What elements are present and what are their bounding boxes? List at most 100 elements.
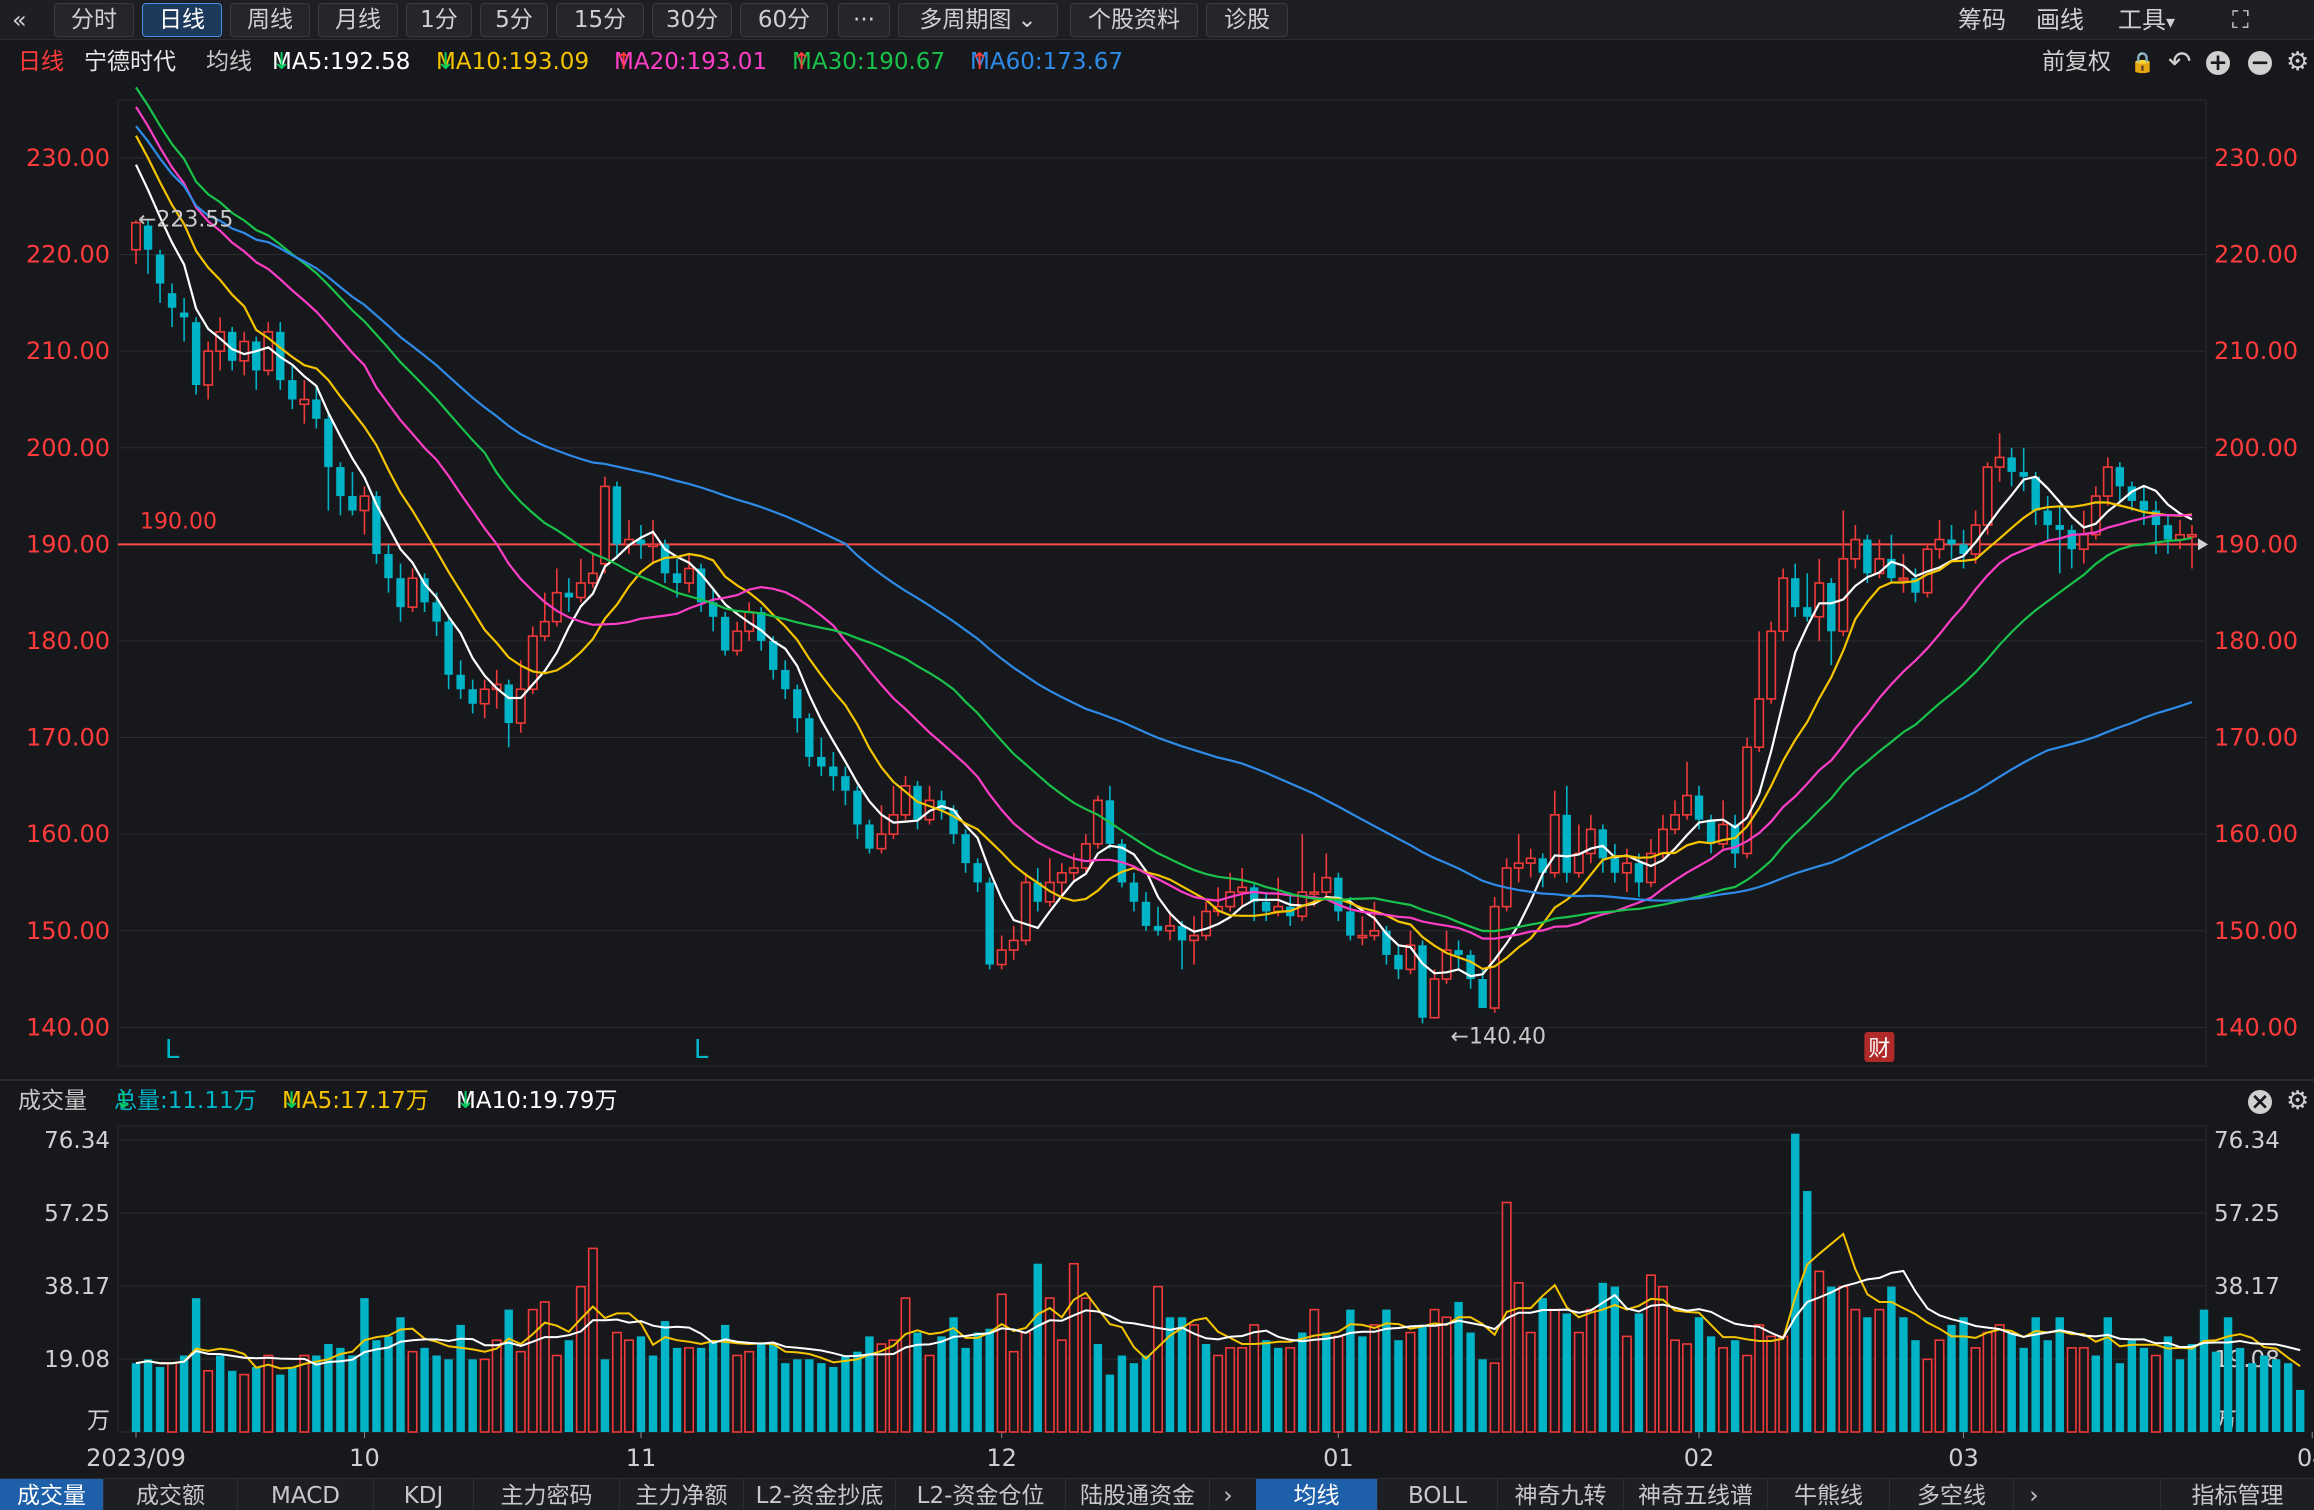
candle-body bbox=[1621, 862, 1632, 874]
volume-bar bbox=[781, 1363, 790, 1432]
period-button-label: ··· bbox=[853, 7, 875, 33]
indicator-tab-7[interactable]: L2-资金仓位 bbox=[896, 1479, 1066, 1510]
candle-body bbox=[1525, 857, 1536, 864]
candle-body bbox=[2043, 510, 2052, 526]
volume-settings-icon[interactable]: ⚙ bbox=[2286, 1086, 2310, 1116]
volume-bar bbox=[1598, 1282, 1608, 1432]
overlay-tab-3[interactable]: 神奇五线谱 bbox=[1624, 1479, 1768, 1510]
zoom-out-icon[interactable]: − bbox=[2248, 44, 2272, 80]
overlay-tab-1[interactable]: BOLL bbox=[1378, 1479, 1498, 1510]
financial-report-badge[interactable] bbox=[1864, 1032, 1895, 1062]
zoom-in-icon[interactable]: + bbox=[2206, 44, 2230, 80]
period-button-monthly[interactable]: 月线 bbox=[318, 3, 398, 37]
overlay-tab-2[interactable]: 神奇九转 bbox=[1498, 1479, 1624, 1510]
volume-close-icon[interactable]: × bbox=[2248, 1083, 2272, 1119]
chips-button[interactable]: 筹码 bbox=[1958, 6, 2006, 34]
volume-bar bbox=[179, 1355, 189, 1432]
indicator-tab-2[interactable]: MACD bbox=[238, 1479, 374, 1510]
volume-bar bbox=[191, 1298, 201, 1432]
candle-body bbox=[1814, 582, 1825, 618]
x-axis-label: 2023/09 bbox=[86, 1444, 186, 1472]
zoom-out-glyph: − bbox=[2248, 50, 2272, 75]
volume-bar bbox=[2019, 1347, 2028, 1432]
fullscreen-icon[interactable]: ⛶ bbox=[2232, 6, 2249, 34]
volume-bar bbox=[793, 1359, 802, 1432]
volume-bar bbox=[1742, 1354, 1753, 1433]
period-button-60min[interactable]: 60分 bbox=[740, 3, 828, 37]
candle-body bbox=[1454, 950, 1463, 955]
candle-body bbox=[757, 611, 766, 641]
chevron-down-icon: ⌄ bbox=[1017, 7, 1037, 33]
indicator-tab-8[interactable]: 陆股通资金 bbox=[1066, 1479, 1210, 1510]
candle-body bbox=[1682, 794, 1693, 816]
indicator-tab-6[interactable]: L2-资金抄底 bbox=[744, 1479, 896, 1510]
candle-body bbox=[1657, 828, 1668, 855]
period-button-1min[interactable]: 1分 bbox=[406, 3, 472, 37]
candle-body bbox=[551, 591, 562, 623]
candle-body bbox=[1321, 876, 1332, 893]
volume-bar bbox=[1213, 1354, 1224, 1433]
candle-body bbox=[1309, 891, 1320, 895]
price-tick-right: 190.00 bbox=[2214, 530, 2298, 558]
period-button-daily[interactable]: 日线 bbox=[142, 3, 222, 37]
candle-body bbox=[299, 398, 310, 406]
tabs-left-chevron[interactable]: › bbox=[1223, 1483, 1233, 1509]
candle-body bbox=[252, 341, 261, 371]
period-button-multi-period[interactable]: 多周期图 ⌄ bbox=[898, 3, 1058, 37]
draw-line-button[interactable]: 画线 bbox=[2036, 6, 2084, 34]
candle-body bbox=[829, 766, 838, 777]
kline-chart[interactable]: 230.00 230.00 220.00 220.00 210.00 210.00 200.… bbox=[0, 0, 2314, 1478]
ma5-arrow: ↓ bbox=[272, 49, 292, 75]
volume-bar bbox=[829, 1366, 838, 1432]
candle-body bbox=[2115, 467, 2125, 487]
candle-body bbox=[1346, 911, 1355, 936]
period-button-timeshare[interactable]: 分时 bbox=[54, 3, 134, 37]
volume-bar bbox=[1863, 1317, 1872, 1432]
indicator-tab-1[interactable]: 成交额 bbox=[104, 1479, 238, 1510]
indicator-management-button[interactable]: 指标管理 bbox=[2160, 1479, 2314, 1510]
candle-body bbox=[720, 616, 730, 651]
period-button-weekly[interactable]: 周线 bbox=[230, 3, 310, 37]
indicator-tab-0[interactable]: 成交量 bbox=[0, 1479, 104, 1510]
indicator-tab-5[interactable]: 主力净额 bbox=[620, 1479, 744, 1510]
period-button-stock-profile[interactable]: 个股资料 bbox=[1070, 3, 1198, 37]
volume-bar bbox=[564, 1340, 574, 1432]
lock-icon[interactable]: 🔒 bbox=[2130, 50, 2155, 74]
volume-bar bbox=[949, 1317, 958, 1432]
volume-bar bbox=[1152, 1285, 1163, 1433]
volume-bar bbox=[239, 1373, 250, 1433]
candle-body bbox=[1249, 887, 1259, 902]
period-button-more[interactable]: ··· bbox=[838, 3, 890, 37]
candle-body bbox=[1898, 577, 1909, 581]
period-button-30min[interactable]: 30分 bbox=[652, 3, 732, 37]
candle-body bbox=[1718, 823, 1729, 845]
period-button-diagnosis[interactable]: 诊股 bbox=[1206, 3, 1288, 37]
period-button-5min[interactable]: 5分 bbox=[480, 3, 548, 37]
overlay-tab-4[interactable]: 牛熊线 bbox=[1768, 1479, 1890, 1510]
overlay-tab-0[interactable]: 均线 bbox=[1256, 1479, 1378, 1510]
volume-bar bbox=[696, 1347, 706, 1432]
back-icon[interactable]: « bbox=[12, 6, 27, 34]
price-tick-left: 220.00 bbox=[26, 241, 110, 269]
tabs-right-chevron[interactable]: › bbox=[2029, 1483, 2039, 1509]
volume-bar bbox=[2259, 1355, 2269, 1432]
candle-body bbox=[407, 577, 418, 608]
candle-body bbox=[1850, 538, 1861, 560]
overlay-tab-5[interactable]: 多空线 bbox=[1890, 1479, 2014, 1510]
indicator-tab-4[interactable]: 主力密码 bbox=[474, 1479, 620, 1510]
candle-body bbox=[372, 496, 381, 555]
volume-bar bbox=[2150, 1354, 2161, 1433]
candle-body bbox=[888, 814, 899, 835]
volume-bar bbox=[1621, 1335, 1632, 1433]
tools-button[interactable]: 工具▾ bbox=[2118, 2, 2175, 38]
x-axis-label: 01 bbox=[1323, 1444, 1354, 1472]
settings-icon[interactable]: ⚙ bbox=[2286, 47, 2310, 77]
candle-body bbox=[1489, 905, 1500, 1009]
period-button-15min[interactable]: 15分 bbox=[556, 3, 644, 37]
volume-bar bbox=[1394, 1340, 1403, 1432]
undo-icon[interactable]: ↶ bbox=[2168, 45, 2192, 78]
adjust-button[interactable]: 前复权 bbox=[2042, 49, 2111, 75]
volume-bar bbox=[384, 1336, 393, 1432]
candle-body bbox=[793, 689, 802, 719]
indicator-tab-3[interactable]: KDJ bbox=[374, 1479, 474, 1510]
